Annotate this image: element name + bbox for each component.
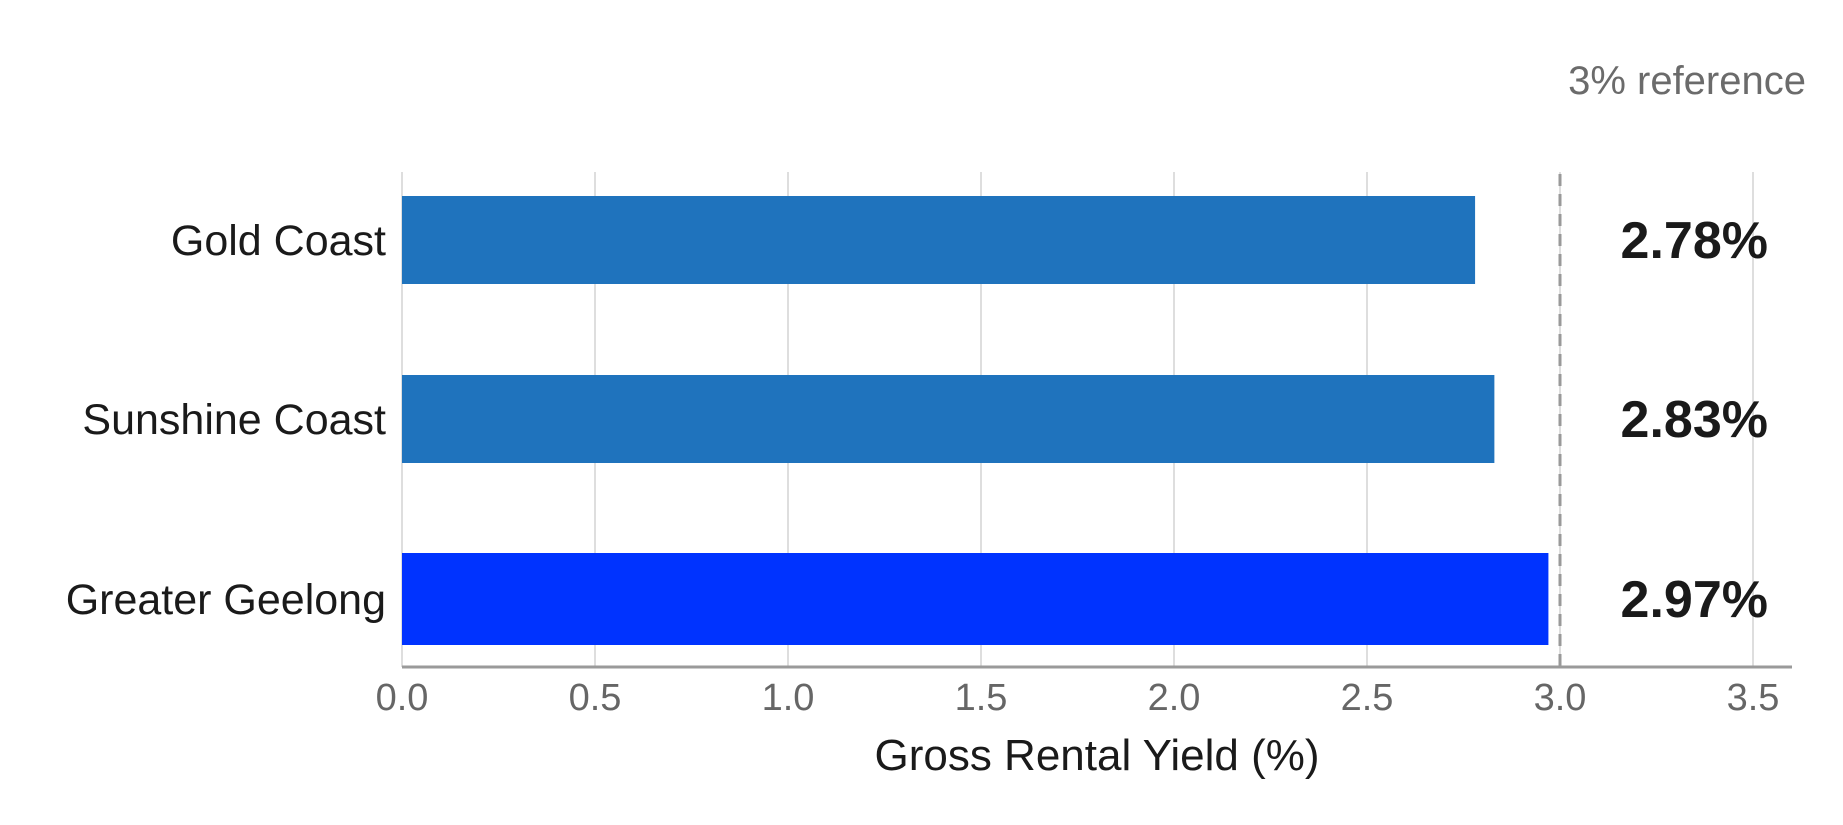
x-tick-label: 3.0	[1534, 677, 1587, 719]
value-labels: 2.78% 2.83% 2.97%	[1621, 212, 1768, 629]
x-tick-labels: 0.0 0.5 1.0 1.5 2.0 2.5 3.0 3.5	[376, 677, 1780, 719]
category-label: Sunshine Coast	[82, 396, 386, 444]
value-label: 2.78%	[1621, 212, 1768, 270]
bar-greater-geelong	[402, 553, 1549, 645]
x-tick-label: 2.0	[1148, 677, 1201, 719]
value-label: 2.83%	[1621, 391, 1768, 449]
x-tick-label: 1.0	[762, 677, 815, 719]
x-tick-label: 3.5	[1727, 677, 1780, 719]
bar-sunshine-coast	[402, 375, 1495, 463]
bar-gold-coast	[402, 196, 1476, 284]
category-label: Greater Geelong	[66, 576, 386, 624]
bars	[402, 196, 1549, 645]
x-tick-label: 0.0	[376, 677, 429, 719]
value-label: 2.97%	[1621, 571, 1768, 629]
reference-line-label: 3% reference	[1568, 59, 1806, 103]
category-labels: Gold Coast Sunshine Coast Greater Geelong	[66, 217, 386, 624]
x-tick-label: 0.5	[569, 677, 622, 719]
category-label: Gold Coast	[171, 217, 386, 265]
x-axis-title: Gross Rental Yield (%)	[874, 731, 1319, 780]
x-tick-label: 2.5	[1341, 677, 1394, 719]
x-tick-label: 1.5	[955, 677, 1008, 719]
